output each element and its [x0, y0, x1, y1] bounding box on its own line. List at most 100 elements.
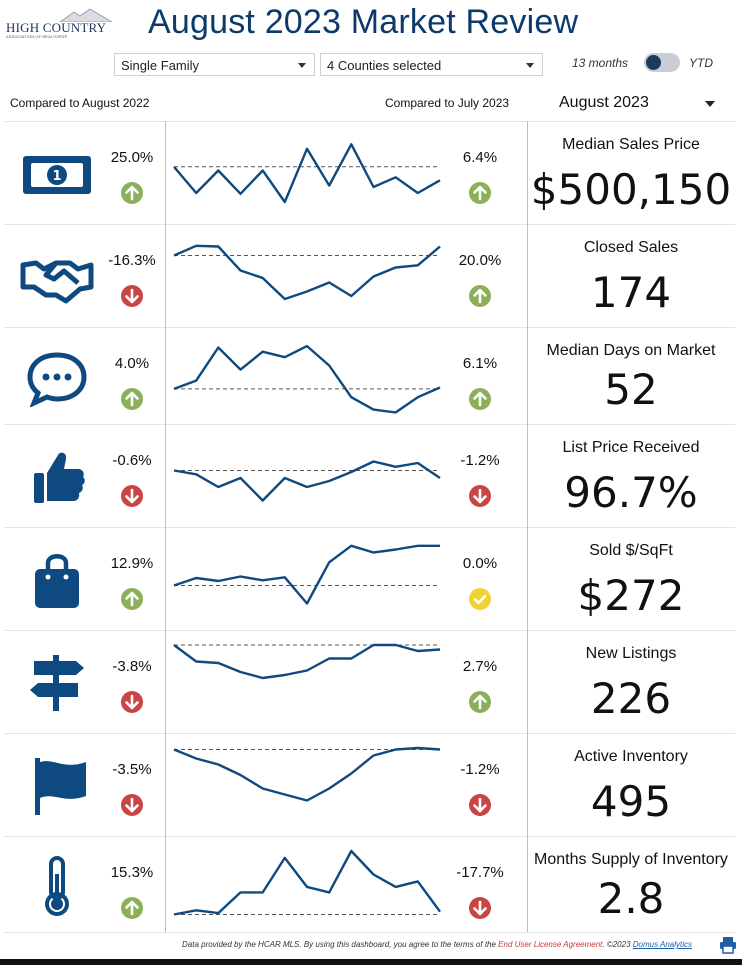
trend-line — [173, 643, 441, 680]
property-type-dropdown[interactable]: Single Family — [114, 53, 315, 76]
yoy-change: 4.0% — [114, 355, 150, 372]
mom-change: 6.4% — [462, 149, 498, 166]
metric-value: $500,150 — [530, 165, 732, 214]
shopping-bag-icon — [20, 550, 94, 610]
arrow-down-icon — [469, 485, 491, 507]
metric-title: Median Sales Price — [562, 136, 700, 153]
metric-title: Median Days on Market — [546, 342, 716, 359]
arrow-up-icon — [121, 897, 143, 919]
metric-row: -0.6% -1.2% List Price Received 96.7% — [4, 424, 735, 527]
metrics-table: 1 25.0% 6.4% Median Sales Price $500,150 -16.… — [4, 121, 735, 933]
mountain-icon — [60, 8, 112, 22]
arrow-up-icon — [121, 588, 143, 610]
metric-title: List Price Received — [562, 439, 700, 456]
arrow-down-icon — [121, 691, 143, 713]
arrow-up-icon — [121, 388, 143, 410]
county-dropdown[interactable]: 4 Counties selected — [320, 53, 543, 76]
divider — [165, 121, 166, 933]
metric-value: 495 — [590, 777, 672, 826]
month-dropdown[interactable]: August 2023 — [559, 94, 649, 111]
mom-change: 20.0% — [458, 252, 502, 269]
metric-row: 15.3% -17.7% Months Supply of Inventory 2.8 — [4, 836, 735, 933]
arrow-up-icon — [469, 182, 491, 204]
trend-line — [173, 460, 441, 502]
arrow-up-icon — [121, 182, 143, 204]
trend-line — [173, 143, 441, 204]
footer-copyright: . ©2023 — [602, 940, 633, 949]
arrow-down-icon — [469, 897, 491, 919]
metric-title: Closed Sales — [583, 239, 679, 256]
metric-row: -3.5% -1.2% Active Inventory 495 — [4, 733, 735, 836]
metric-row: 1 25.0% 6.4% Median Sales Price $500,150 — [4, 121, 735, 224]
metric-title: Sold $/SqFt — [589, 542, 673, 559]
metric-value: 226 — [590, 674, 672, 723]
mom-change: -17.7% — [456, 864, 504, 881]
sparkline-chart — [173, 344, 441, 414]
hcar-logo: HIGH COUNTRY ASSOCIATION OF REALTORS® — [6, 8, 112, 44]
metric-row: -3.8% 2.7% New Listings 226 — [4, 630, 735, 733]
money-icon: 1 — [20, 144, 94, 204]
sparkline-chart — [173, 746, 441, 802]
trend-line — [173, 849, 441, 916]
chat-icon — [20, 347, 94, 408]
logo-name: HIGH COUNTRY — [6, 20, 107, 35]
metric-title: Active Inventory — [574, 748, 688, 765]
period-toggle[interactable] — [644, 53, 680, 72]
yoy-change: 15.3% — [110, 864, 154, 881]
eula-link[interactable]: End User License Agreement — [498, 940, 603, 949]
sparkline-chart — [173, 460, 441, 502]
yoy-change: -0.6% — [112, 452, 152, 469]
toggle-label-ytd: YTD — [689, 56, 713, 70]
metric-title: New Listings — [585, 645, 677, 662]
metric-value: 52 — [604, 365, 658, 414]
trend-line — [173, 746, 441, 802]
metric-value: 2.8 — [597, 874, 665, 923]
taskbar-strip — [0, 959, 742, 965]
yoy-change: -16.3% — [108, 252, 156, 269]
yoy-change: 12.9% — [110, 555, 154, 572]
chevron-down-icon[interactable] — [705, 101, 715, 107]
check-icon — [469, 588, 491, 610]
arrow-down-icon — [121, 485, 143, 507]
toggle-label-13-months: 13 months — [572, 56, 629, 70]
flag-icon — [20, 756, 94, 816]
trend-line — [173, 244, 441, 301]
domus-analytics-link[interactable]: Domus Analytics — [632, 940, 693, 949]
arrow-down-icon — [121, 285, 143, 307]
metric-row: 12.9% 0.0% Sold $/SqFt $272 — [4, 527, 735, 630]
arrow-down-icon — [469, 794, 491, 816]
sparkline-chart — [173, 544, 440, 605]
mom-change: -1.2% — [460, 452, 500, 469]
metric-value: 174 — [590, 268, 672, 317]
arrow-up-icon — [469, 285, 491, 307]
page-title: August 2023 Market Review — [148, 3, 579, 41]
sparkline-chart — [173, 849, 441, 916]
county-value: 4 Counties selected — [327, 58, 442, 73]
chevron-down-icon — [526, 63, 534, 68]
arrow-down-icon — [121, 794, 143, 816]
footer-text: Data provided by the HCAR MLS. By using … — [182, 940, 499, 949]
chevron-down-icon — [298, 63, 306, 68]
sparkline-chart — [173, 643, 441, 680]
compare-month-label: Compared to July 2023 — [385, 96, 510, 110]
handshake-icon — [20, 247, 94, 307]
property-type-value: Single Family — [121, 58, 200, 73]
yoy-change: 25.0% — [110, 149, 154, 166]
mom-change: 0.0% — [462, 555, 498, 572]
yoy-change: -3.5% — [112, 761, 152, 778]
metric-value: $272 — [577, 571, 685, 620]
divider — [527, 121, 528, 933]
mom-change: 2.7% — [462, 658, 498, 675]
mom-change: -1.2% — [460, 761, 500, 778]
svg-text:1: 1 — [52, 169, 61, 184]
logo-tagline: ASSOCIATION OF REALTORS® — [6, 34, 68, 39]
metric-value: 96.7% — [564, 468, 698, 517]
trend-line — [173, 344, 441, 414]
print-icon[interactable] — [719, 936, 737, 954]
arrow-up-icon — [469, 691, 491, 713]
yoy-change: -3.8% — [112, 658, 152, 675]
toggle-knob — [646, 55, 661, 70]
sparkline-chart — [173, 244, 441, 301]
sparkline-chart — [173, 143, 441, 204]
signpost-icon — [20, 653, 94, 713]
